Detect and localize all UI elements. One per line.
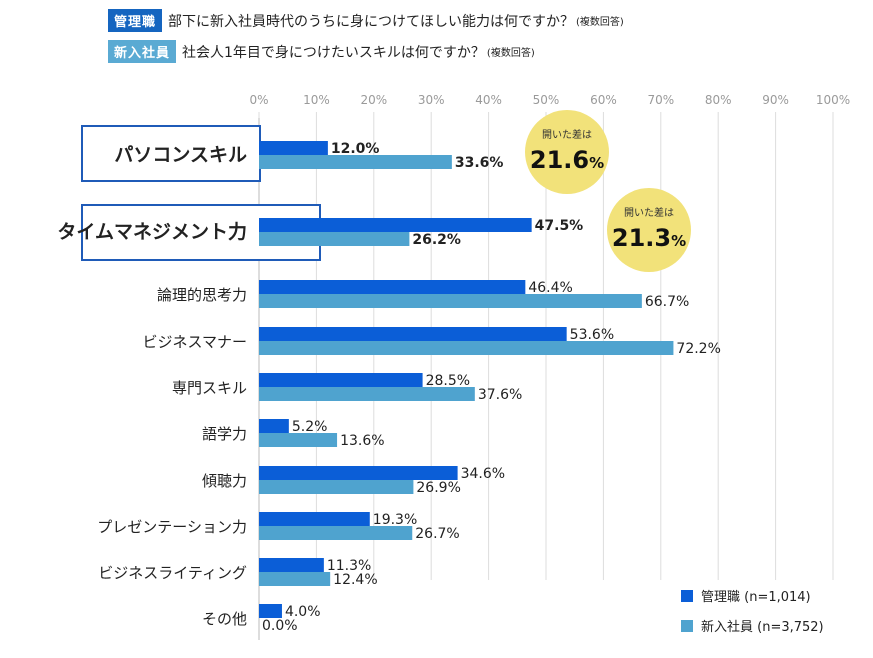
bar-newhire: [259, 155, 452, 169]
gap-bubble-label: 開いた差は: [542, 128, 592, 141]
bar-newhire: [259, 232, 410, 246]
manager-note: (複数回答): [576, 17, 624, 28]
category-label: ビジネスライティング: [98, 564, 247, 582]
x-tick-label: 30%: [418, 93, 445, 107]
value-label-newhire: 12.4%: [333, 572, 377, 588]
x-tick-label: 60%: [590, 93, 617, 107]
value-label-newhire: 26.7%: [415, 526, 459, 542]
value-label-manager: 53.6%: [570, 327, 614, 343]
bar-newhire: [259, 480, 414, 494]
category-label: 傾聴力: [202, 472, 247, 490]
bar-newhire: [259, 294, 642, 308]
question-newhire: 新入社員 社会人1年目で身につけたいスキルは何ですか？ (複数回答): [108, 40, 535, 63]
gap-bubble: [607, 188, 691, 272]
bar-newhire: [259, 387, 475, 401]
legend-swatch-manager: [681, 590, 693, 602]
bar-manager: [259, 327, 567, 341]
bar-manager: [259, 373, 423, 387]
gap-bubble-value: 21.6%: [530, 146, 604, 174]
value-label-newhire: 66.7%: [645, 294, 689, 310]
value-label-newhire: 72.2%: [676, 341, 720, 357]
newhire-question: 社会人1年目で身につけたいスキルは何ですか？: [182, 44, 485, 61]
newhire-note: (複数回答): [486, 48, 535, 59]
value-label-manager: 28.5%: [426, 373, 470, 389]
value-label-manager: 47.5%: [535, 218, 584, 234]
bar-newhire: [259, 341, 674, 355]
x-tick-label: 20%: [360, 93, 387, 107]
bar-manager: [259, 466, 458, 480]
value-label-newhire: 13.6%: [340, 433, 384, 449]
manager-question: 部下に新入社員時代のうちに身につけてほしい能力は何ですか？: [168, 13, 575, 30]
bar-newhire: [259, 433, 338, 447]
value-label-newhire: 26.2%: [412, 232, 461, 248]
value-label-newhire: 0.0%: [262, 618, 298, 634]
category-label: その他: [202, 610, 247, 628]
x-tick-label: 0%: [249, 93, 268, 107]
bar-manager: [259, 280, 526, 294]
value-label-manager: 12.0%: [331, 141, 380, 157]
value-label-newhire: 37.6%: [478, 387, 522, 403]
bar-manager: [259, 141, 328, 155]
x-tick-label: 90%: [762, 93, 789, 107]
value-label-manager: 5.2%: [292, 419, 328, 435]
highlight-box: [81, 125, 261, 182]
legend-label-manager: 管理職 (n=1,014): [701, 590, 811, 605]
value-label-manager: 34.6%: [461, 466, 505, 482]
value-label-manager: 11.3%: [327, 558, 371, 574]
bar-manager: [259, 419, 289, 433]
legend-label-newhire: 新入社員 (n=3,752): [701, 619, 824, 635]
bar-manager: [259, 218, 532, 232]
value-label-newhire: 33.6%: [455, 155, 504, 171]
x-tick-label: 50%: [533, 93, 560, 107]
newhire-tag: 新入社員: [108, 40, 177, 63]
bar-manager: [259, 604, 282, 618]
value-label-newhire: 26.9%: [416, 480, 460, 496]
question-manager: 管理職 部下に新入社員時代のうちに身につけてほしい能力は何ですか？ (複数回答): [108, 9, 624, 32]
bar-newhire: [259, 572, 331, 586]
x-tick-label: 40%: [475, 93, 502, 107]
highlighted-category-label: タイムマネジメント力: [57, 220, 247, 243]
category-label: 語学力: [202, 425, 247, 443]
category-label: 論理的思考力: [157, 286, 247, 304]
highlighted-category-label: パソコンスキル: [114, 144, 247, 166]
manager-tag: 管理職: [108, 9, 163, 32]
bar-manager: [259, 558, 324, 572]
bar-manager: [259, 512, 370, 526]
legend-swatch-newhire: [681, 620, 693, 632]
category-label: 専門スキル: [172, 379, 247, 397]
bar-newhire: [259, 526, 413, 540]
gap-bubble-label: 開いた差は: [624, 206, 674, 219]
value-label-manager: 46.4%: [528, 280, 572, 296]
gap-bubble-value: 21.3%: [612, 224, 686, 252]
value-label-manager: 19.3%: [373, 512, 417, 528]
x-tick-label: 10%: [303, 93, 330, 107]
gap-bubble: [525, 110, 609, 194]
value-label-manager: 4.0%: [285, 604, 321, 620]
x-tick-label: 80%: [705, 93, 732, 107]
x-tick-label: 100%: [816, 93, 850, 107]
category-label: プレゼンテーション力: [97, 518, 247, 536]
category-label: ビジネスマナー: [142, 333, 247, 351]
x-tick-label: 70%: [647, 93, 674, 107]
